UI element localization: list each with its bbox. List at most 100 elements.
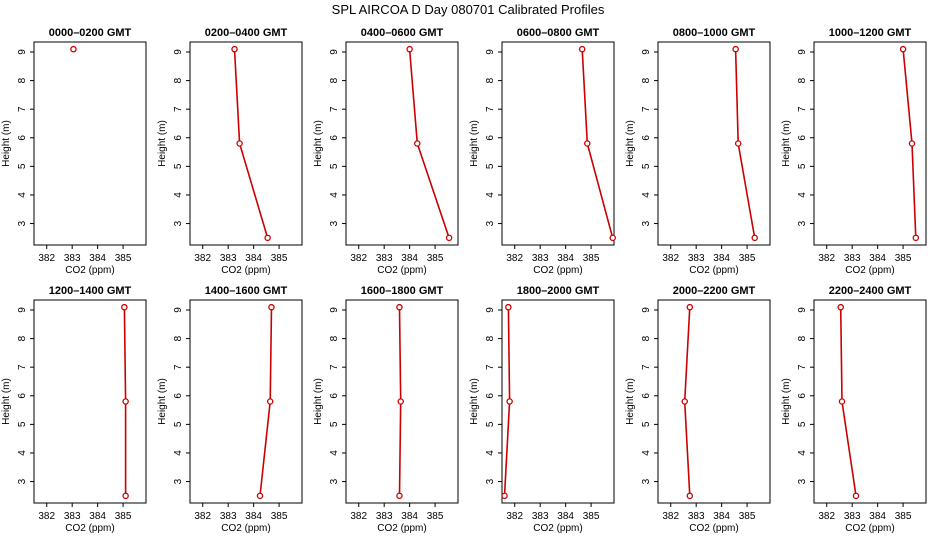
y-tick-label: 9: [17, 307, 28, 313]
y-axis-label: Height (m): [157, 378, 168, 425]
profile-point: [406, 45, 413, 53]
y-tick-label: 3: [485, 220, 496, 226]
profile-point: [751, 234, 758, 242]
y-axis-label: Height (m): [781, 120, 792, 167]
y-tick-label: 4: [17, 192, 28, 198]
x-axis-label: CO2 (ppm): [845, 265, 894, 276]
y-tick-label: 3: [173, 220, 184, 226]
y-tick-label: 7: [173, 106, 184, 112]
y-tick-label: 9: [173, 49, 184, 55]
profile-point: [578, 45, 586, 53]
y-tick-label: 9: [797, 49, 808, 55]
panel-title: 1400–1600 GMT: [205, 285, 288, 297]
panel-title: 2000–2200 GMT: [673, 285, 756, 297]
y-tick-label: 5: [797, 421, 808, 427]
y-tick-label: 9: [173, 307, 184, 313]
x-tick-label: 382: [818, 511, 835, 522]
x-tick-label: 382: [38, 253, 55, 264]
plot-frame: [189, 41, 303, 246]
y-tick-label: 7: [329, 106, 340, 112]
y-tick-label: 5: [173, 163, 184, 169]
x-tick-label: 383: [688, 511, 705, 522]
x-tick-label: 384: [869, 253, 886, 264]
y-tick-label: 4: [641, 192, 652, 198]
y-tick-label: 5: [641, 163, 652, 169]
profile-point: [268, 303, 275, 311]
profile-point: [837, 303, 844, 311]
y-tick-label: 8: [329, 335, 340, 341]
y-tick-label: 5: [17, 163, 28, 169]
y-axis-label: Height (m): [313, 378, 324, 425]
y-tick-label: 3: [17, 478, 28, 484]
panel-title: 0800–1000 GMT: [673, 27, 756, 39]
profile-point: [838, 398, 846, 405]
profile-panel: 0200–0400 GMT 382 383 384 385 3 4 5 6 7 8 9 CO2 (ppm…: [157, 27, 303, 276]
profile-point: [396, 303, 403, 311]
y-axis-label: Height (m): [781, 378, 792, 425]
profile-point: [236, 140, 243, 147]
y-tick-label: 5: [173, 421, 184, 427]
y-tick-label: 3: [329, 478, 340, 484]
x-axis-label: CO2 (ppm): [65, 523, 114, 534]
x-tick-label: 385: [115, 253, 132, 264]
profile-panel: 1200–1400 GMT 382 383 384 385 3 4 5 6 7 8 9 CO2 (ppm…: [1, 285, 147, 534]
x-tick-label: 384: [89, 511, 106, 522]
profile-panel: 0600–0800 GMT 382 383 384 385 3 4 5 6 7 8 9 CO2 (ppm…: [469, 27, 616, 276]
plot-frame: [33, 41, 147, 246]
x-tick-label: 382: [662, 511, 679, 522]
x-tick-label: 385: [427, 253, 444, 264]
profile-point: [445, 234, 453, 242]
x-tick-label: 382: [818, 253, 835, 264]
y-tick-label: 4: [485, 450, 496, 456]
panel-title: 0600–0800 GMT: [517, 27, 600, 39]
y-tick-label: 7: [17, 106, 28, 112]
y-axis-label: Height (m): [625, 378, 636, 425]
profile-point: [414, 140, 421, 147]
y-axis-label: Height (m): [157, 120, 168, 167]
y-tick-label: 7: [641, 364, 652, 370]
y-tick-label: 9: [641, 49, 652, 55]
x-axis-label: CO2 (ppm): [689, 523, 738, 534]
y-tick-label: 4: [797, 450, 808, 456]
y-tick-label: 7: [797, 106, 808, 112]
y-tick-label: 7: [485, 364, 496, 370]
y-axis-label: Height (m): [1, 120, 12, 167]
x-tick-label: 384: [713, 511, 730, 522]
profile-point: [609, 234, 616, 242]
profile-point: [266, 398, 274, 405]
x-tick-label: 383: [220, 253, 237, 264]
x-tick-label: 382: [350, 253, 367, 264]
profile-panel: 0000–0200 GMT 382 383 384 385 3 4 5 6 7 8 9 CO2 (ppm…: [1, 27, 147, 276]
x-tick-label: 385: [895, 253, 912, 264]
y-tick-label: 4: [173, 450, 184, 456]
x-tick-label: 385: [739, 511, 756, 522]
plot-frame: [813, 41, 927, 246]
plot-frame: [189, 299, 303, 504]
y-tick-label: 5: [17, 421, 28, 427]
y-tick-label: 4: [329, 192, 340, 198]
x-axis-label: CO2 (ppm): [65, 265, 114, 276]
x-axis-label: CO2 (ppm): [377, 523, 426, 534]
x-tick-label: 385: [583, 253, 600, 264]
x-tick-label: 385: [895, 511, 912, 522]
x-tick-label: 384: [245, 511, 262, 522]
y-tick-label: 7: [173, 364, 184, 370]
y-axis-label: Height (m): [469, 378, 480, 425]
y-tick-label: 3: [641, 220, 652, 226]
profile-panel: 0800–1000 GMT 382 383 384 385 3 4 5 6 7 8 9 CO2 (ppm…: [625, 27, 771, 276]
y-axis-label: Height (m): [313, 120, 324, 167]
y-tick-label: 8: [797, 77, 808, 83]
profile-point: [681, 398, 688, 405]
x-axis-label: CO2 (ppm): [221, 265, 270, 276]
x-tick-label: 384: [557, 511, 574, 522]
y-tick-label: 6: [485, 393, 496, 399]
profile-panel: 2000–2200 GMT 382 383 384 385 3 4 5 6 7 8 9 CO2 (ppm…: [625, 285, 771, 534]
profile-point: [506, 398, 513, 405]
profile-point: [264, 234, 271, 242]
x-tick-label: 383: [64, 511, 81, 522]
panel-title: 1600–1800 GMT: [361, 285, 444, 297]
y-tick-label: 6: [329, 135, 340, 141]
x-tick-label: 382: [350, 511, 367, 522]
